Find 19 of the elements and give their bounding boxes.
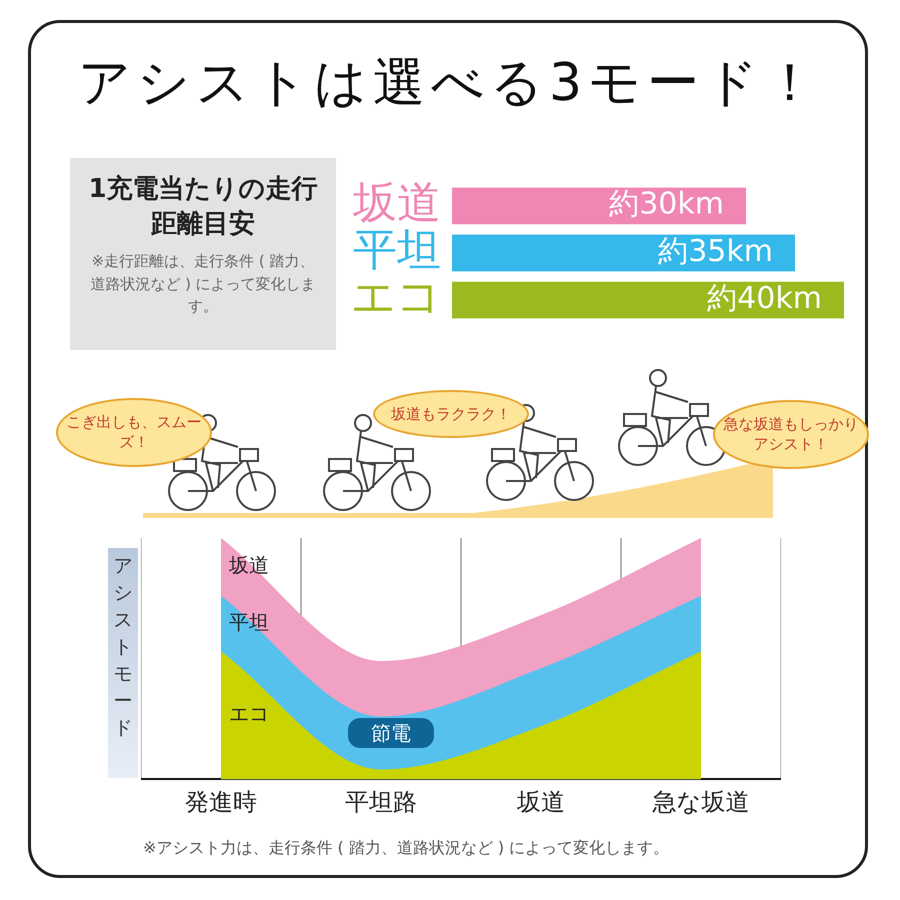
data-label: 約40km (707, 280, 822, 316)
speech-bubble: 急な坂道もしっかりアシスト！ (713, 400, 869, 468)
label-badge: 節電 (348, 718, 434, 748)
data-label: 約35km (658, 234, 773, 269)
y-axis-title: アシストモード (112, 554, 134, 741)
x-tick-label: 坂道 (516, 788, 565, 816)
x-tick-label: 発進時 (185, 788, 257, 816)
chart-title: アシストは選べる3モード！ (76, 52, 824, 115)
speech-bubble: こぎ出しも、スムーズ！ (56, 398, 212, 466)
series-label: エコ (229, 701, 269, 726)
series-label: 坂道 (228, 553, 269, 578)
text: 1充電当たりの走行距離目安 (87, 173, 319, 242)
data-label: 約30km (609, 186, 724, 222)
speech-bubble: 坂道もラクラク！ (373, 390, 529, 438)
x-tick-label: 平坦路 (345, 788, 417, 816)
text: ※走行距離は、走行条件 ( 踏力、道路状況など ) によって変化します。 (89, 251, 317, 318)
text: ※アシスト力は、走行条件 ( 踏力、道路状況など ) によって変化します。 (143, 838, 670, 859)
series-label: 平坦 (229, 610, 269, 634)
x-tick-label: 急な坂道 (652, 788, 750, 816)
